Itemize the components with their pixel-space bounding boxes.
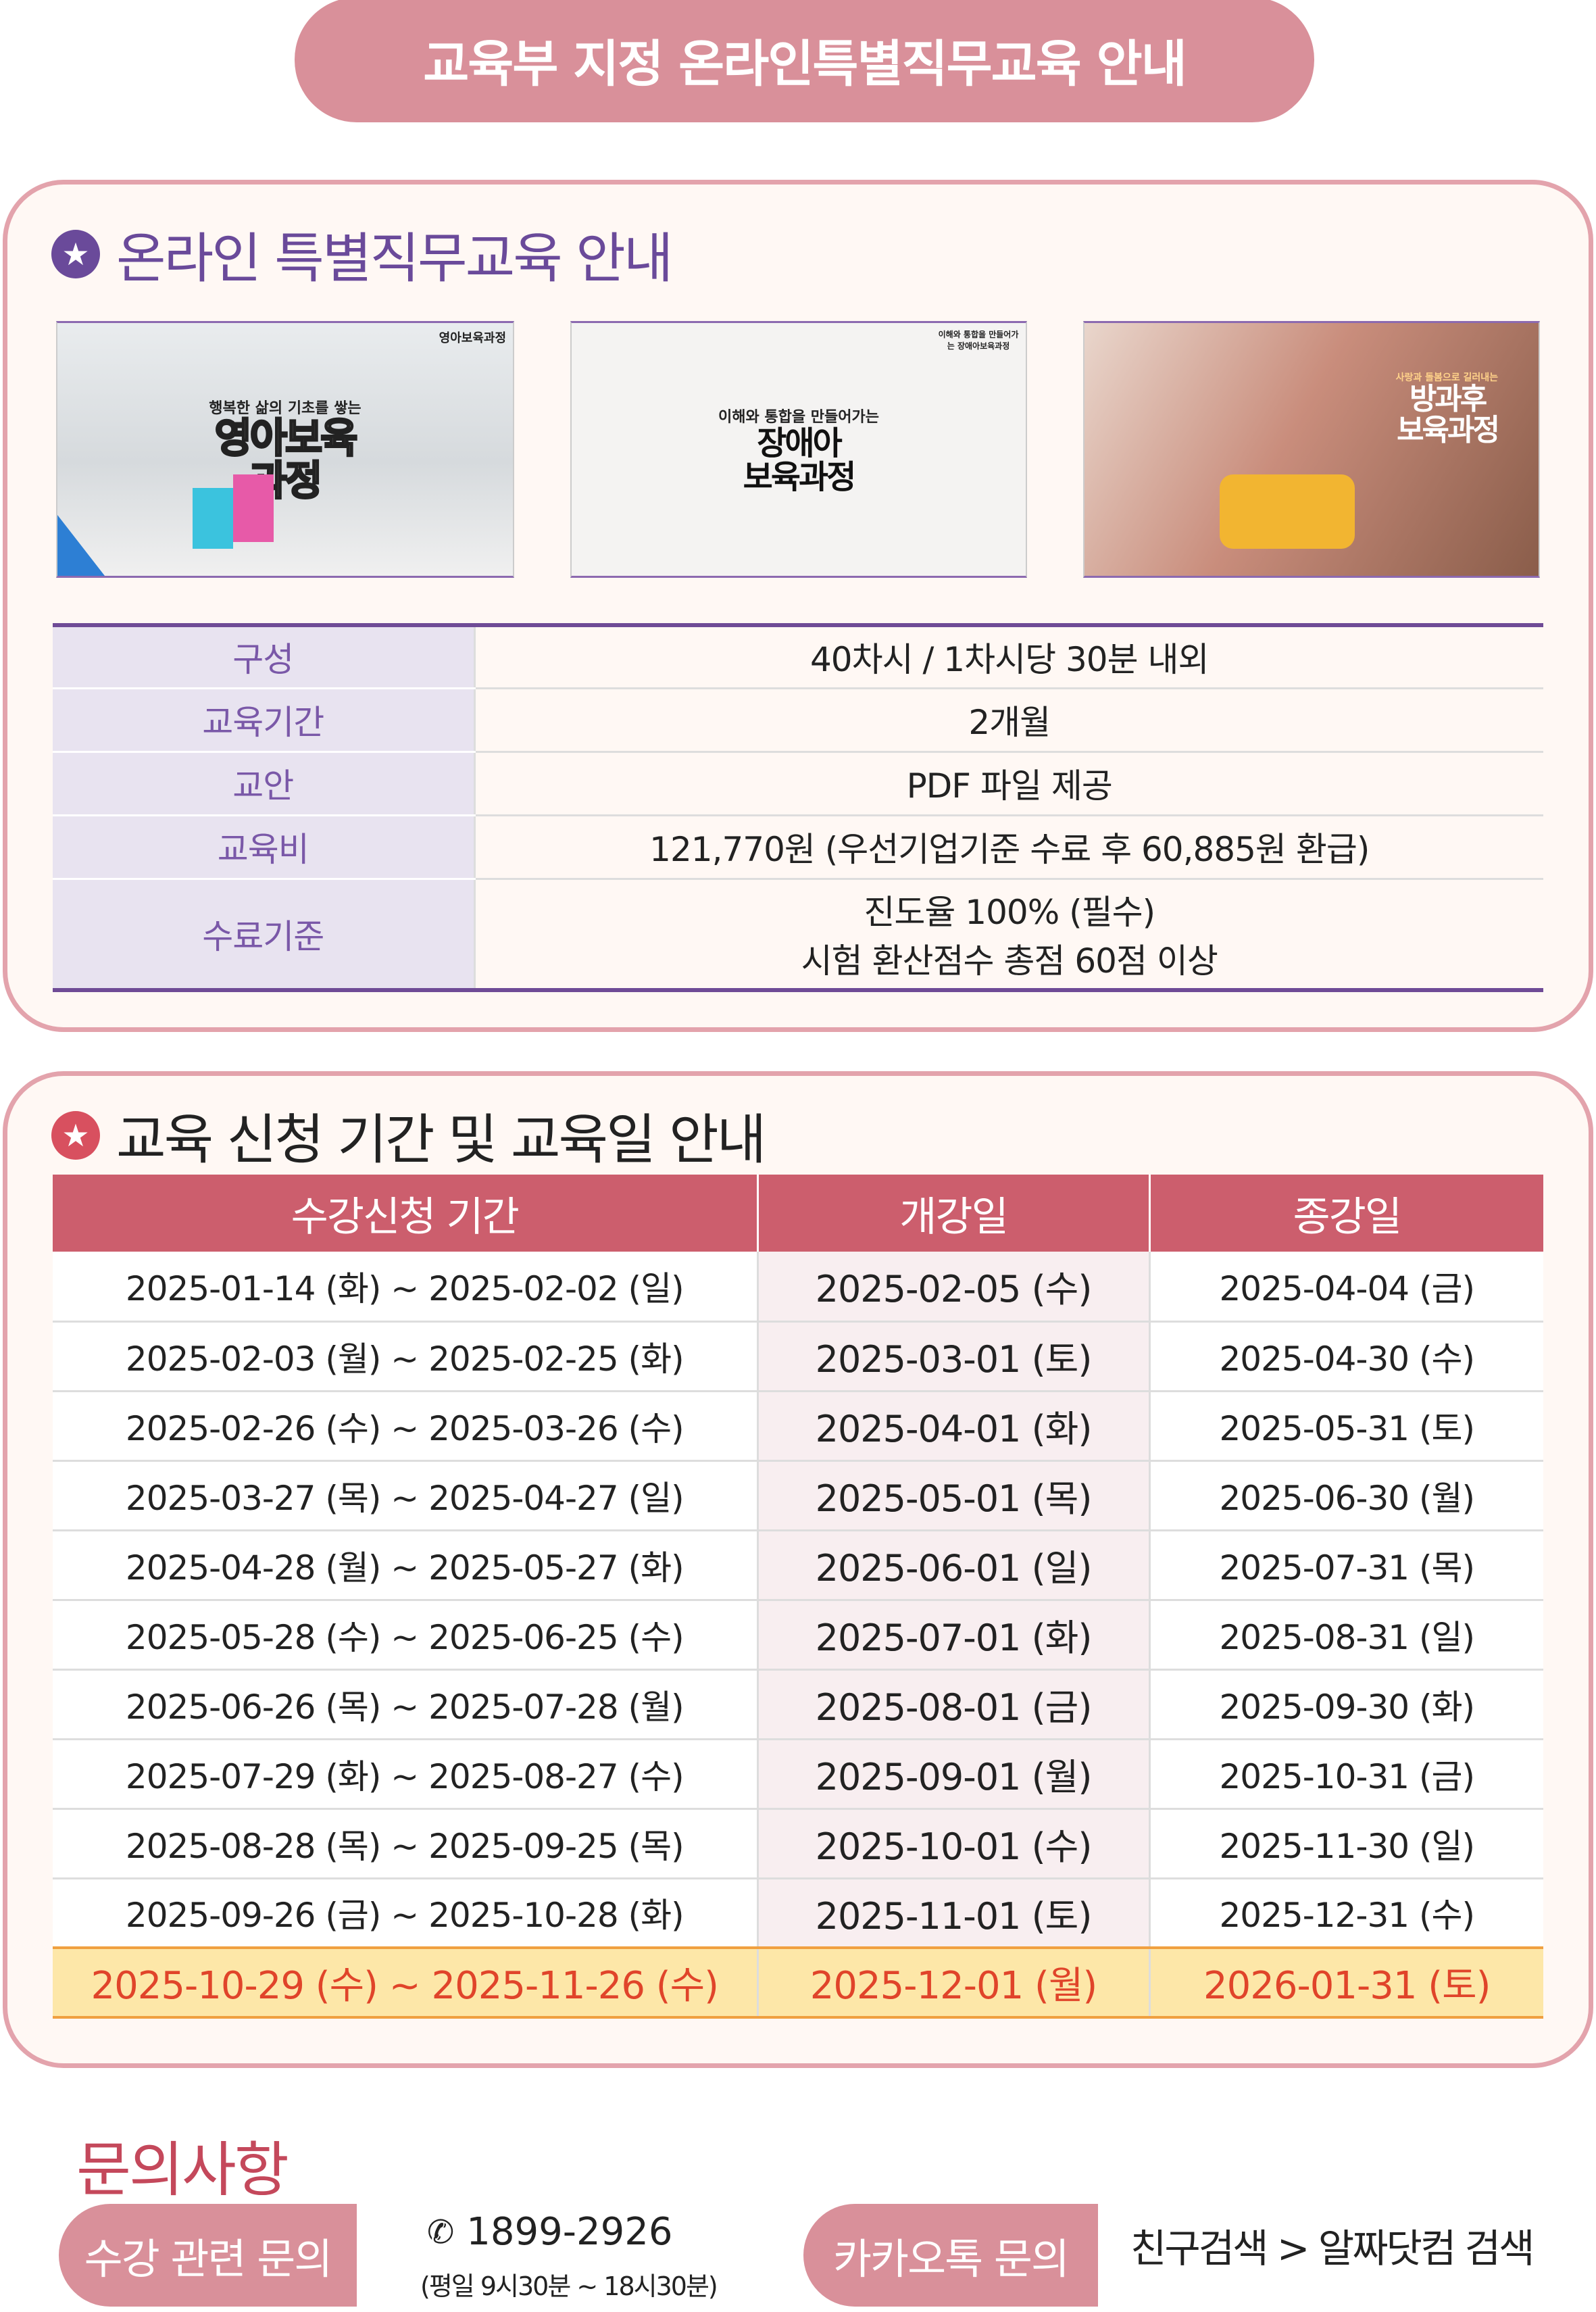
info-value: 2개월 (474, 688, 1543, 753)
course-inquiry-button[interactable]: 수강 관련 문의 (59, 2204, 357, 2307)
phone-number[interactable]: ✆ 1899-2926 (427, 2210, 672, 2254)
course-info-table: 구성 40차시 / 1차시당 30분 내외 교육기간 2개월 교안 PDF 파일 제공… (53, 623, 1543, 992)
thumbnail-title: 장애아 보육과정 (743, 424, 857, 496)
info-label: 교육비 (53, 815, 476, 880)
schedule-row: 2025-02-03 (월) ~ 2025-02-25 (화) 2025-03-0… (53, 1321, 1543, 1392)
end-date: 2025-08-31 (일) (1149, 1600, 1543, 1671)
schedule-row: 2025-01-14 (화) ~ 2025-02-02 (일) 2025-02-0… (53, 1252, 1543, 1323)
application-period: 2025-01-14 (화) ~ 2025-02-02 (일) (53, 1252, 759, 1323)
section-title-text: 온라인 특별직무교육 안내 (116, 227, 673, 290)
start-date: 2025-09-01 (월) (757, 1739, 1151, 1810)
start-date: 2025-06-01 (일) (757, 1530, 1151, 1601)
application-period: 2025-04-28 (월) ~ 2025-05-27 (화) (53, 1530, 759, 1601)
business-hours: (평일 9시30분 ~ 18시30분) (420, 2271, 718, 2301)
application-period: 2025-07-29 (화) ~ 2025-08-27 (수) (53, 1739, 759, 1810)
thumbnail-subtitle: 이해와 통합을 만들어가는 (718, 408, 879, 426)
schedule-row: 2025-10-29 (수) ~ 2025-11-26 (수) 2025-12-0… (53, 1946, 1543, 2019)
info-row: 교육비 121,770원 (우선기업기준 수료 후 60,885원 환급) (53, 815, 1543, 880)
schedule-row: 2025-04-28 (월) ~ 2025-05-27 (화) 2025-06-0… (53, 1530, 1543, 1601)
header-application-period: 수강신청 기간 (53, 1175, 759, 1252)
start-date: 2025-05-01 (목) (757, 1460, 1151, 1531)
info-label: 교육기간 (53, 688, 476, 753)
course-info-title: ★ 온라인 특별직무교육 안내 (51, 215, 673, 293)
schedule-row: 2025-05-28 (수) ~ 2025-06-25 (수) 2025-07-0… (53, 1600, 1543, 1671)
end-date: 2025-07-31 (목) (1149, 1530, 1543, 1601)
end-date: 2025-10-31 (금) (1149, 1739, 1543, 1810)
application-period: 2025-02-03 (월) ~ 2025-02-25 (화) (53, 1321, 759, 1392)
info-row: 구성 40차시 / 1차시당 30분 내외 (53, 625, 1543, 689)
contact-title: 문의사항 (76, 2135, 289, 2205)
thumbnail-subtitle: 행복한 삶의 기초를 쌓는 (209, 400, 361, 417)
schedule-row: 2025-09-26 (금) ~ 2025-10-28 (화) 2025-11-0… (53, 1878, 1543, 1949)
star-icon: ★ (51, 1111, 100, 1160)
info-label: 구성 (53, 625, 476, 689)
info-value: 40차시 / 1차시당 30분 내외 (474, 625, 1543, 689)
schedule-table: 수강신청 기간 개강일 종강일 2025-01-14 (화) ~ 2025-02… (53, 1175, 1543, 2019)
phone-text: 1899-2926 (466, 2210, 673, 2254)
end-date: 2025-12-31 (수) (1149, 1878, 1543, 1949)
decoration-block (193, 488, 233, 549)
start-date: 2025-11-01 (토) (757, 1878, 1151, 1949)
star-icon: ★ (51, 230, 100, 278)
info-value: 진도율 100% (필수) 시험 환산점수 총점 60점 이상 (474, 879, 1543, 990)
thumbnail-tag: 영아보육과정 (439, 331, 506, 345)
info-label: 교안 (53, 752, 476, 816)
application-period: 2025-02-26 (수) ~ 2025-03-26 (수) (53, 1391, 759, 1462)
decoration-shape (57, 515, 105, 576)
schedule-row: 2025-08-28 (목) ~ 2025-09-25 (목) 2025-10-0… (53, 1809, 1543, 1879)
application-period: 2025-09-26 (금) ~ 2025-10-28 (화) (53, 1878, 759, 1949)
page-banner: 교육부 지정 온라인특별직무교육 안내 (295, 0, 1314, 122)
application-period: 2025-03-27 (목) ~ 2025-04-27 (일) (53, 1460, 759, 1531)
info-row: 교육기간 2개월 (53, 688, 1543, 753)
end-date: 2025-06-30 (월) (1149, 1460, 1543, 1531)
info-value-line2: 시험 환산점수 총점 60점 이상 (801, 941, 1218, 981)
header-start-date: 개강일 (757, 1175, 1151, 1252)
start-date: 2025-04-01 (화) (757, 1391, 1151, 1462)
end-date: 2025-05-31 (토) (1149, 1391, 1543, 1462)
start-date: 2025-03-01 (토) (757, 1321, 1151, 1392)
thumbnail-subtitle: 사랑과 돌봄으로 길러내는 (1395, 372, 1498, 383)
info-value: PDF 파일 제공 (474, 752, 1543, 816)
section-title-text: 교육 신청 기간 및 교육일 안내 (116, 1108, 766, 1171)
start-date: 2025-07-01 (화) (757, 1600, 1151, 1671)
info-value: 121,770원 (우선기업기준 수료 후 60,885원 환급) (474, 815, 1543, 880)
end-date: 2025-09-30 (화) (1149, 1669, 1543, 1740)
course-thumbnail-afterschool[interactable]: 사랑과 돌봄으로 길러내는 방과후 보육과정 (1083, 321, 1540, 578)
header-end-date: 종강일 (1149, 1175, 1543, 1252)
thumbnail-tag: 이해와 통합을 만들어가는 장애아보육과정 (938, 330, 1019, 351)
info-label: 수료기준 (53, 879, 476, 990)
course-thumbnail-disabled[interactable]: 이해와 통합을 만들어가는 장애아보육과정 이해와 통합을 만들어가는 장애아 … (570, 321, 1027, 578)
start-date: 2025-08-01 (금) (757, 1669, 1151, 1740)
schedule-row: 2025-02-26 (수) ~ 2025-03-26 (수) 2025-04-0… (53, 1391, 1543, 1462)
application-period: 2025-08-28 (목) ~ 2025-09-25 (목) (53, 1809, 759, 1879)
info-row: 수료기준 진도율 100% (필수) 시험 환산점수 총점 60점 이상 (53, 879, 1543, 990)
application-period: 2025-10-29 (수) ~ 2025-11-26 (수) (53, 1946, 759, 2019)
start-date: 2025-12-01 (월) (757, 1946, 1151, 2019)
schedule-row: 2025-06-26 (목) ~ 2025-07-28 (월) 2025-08-0… (53, 1669, 1543, 1740)
application-period: 2025-05-28 (수) ~ 2025-06-25 (수) (53, 1600, 759, 1671)
start-date: 2025-02-05 (수) (757, 1252, 1151, 1323)
info-value-line1: 진도율 100% (필수) (864, 892, 1155, 932)
kakao-search-guide: 친구검색 > 알짜닷컴 검색 (1130, 2225, 1535, 2271)
decoration-block (233, 474, 274, 542)
course-thumbnail-infant[interactable]: 영아보육과정 행복한 삶의 기초를 쌓는 영아보육 과정 (56, 321, 514, 578)
end-date: 2025-04-04 (금) (1149, 1252, 1543, 1323)
kakao-inquiry-button[interactable]: 카카오톡 문의 (803, 2204, 1098, 2307)
schedule-row: 2025-07-29 (화) ~ 2025-08-27 (수) 2025-09-0… (53, 1739, 1543, 1810)
end-date: 2026-01-31 (토) (1149, 1946, 1543, 2019)
phone-icon: ✆ (427, 2213, 455, 2251)
thumbnail-title: 방과후 보육과정 (1397, 382, 1500, 448)
application-period: 2025-06-26 (목) ~ 2025-07-28 (월) (53, 1669, 759, 1740)
toy-bus-shape (1220, 474, 1355, 549)
info-row: 교안 PDF 파일 제공 (53, 752, 1543, 816)
schedule-row: 2025-03-27 (목) ~ 2025-04-27 (일) 2025-05-0… (53, 1460, 1543, 1531)
end-date: 2025-04-30 (수) (1149, 1321, 1543, 1392)
schedule-title: ★ 교육 신청 기간 및 교육일 안내 (51, 1096, 766, 1175)
end-date: 2025-11-30 (일) (1149, 1809, 1543, 1879)
start-date: 2025-10-01 (수) (757, 1809, 1151, 1879)
